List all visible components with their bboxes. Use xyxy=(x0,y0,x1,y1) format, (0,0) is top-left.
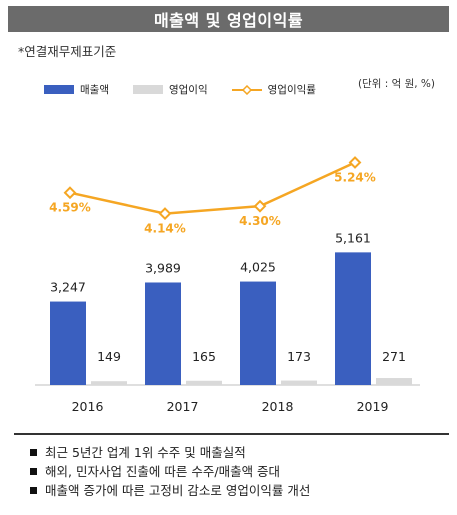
bullet-item: 해외, 민자사업 진출에 따른 수주/매출액 증대 xyxy=(30,462,449,481)
label-revenue-2016: 3,247 xyxy=(50,280,86,295)
bar-op-income-2019 xyxy=(376,378,412,385)
page-title: 매출액 및 영업이익률 xyxy=(8,6,449,32)
bar-revenue-2019 xyxy=(335,252,371,385)
bar-op-income-2016 xyxy=(91,381,127,385)
point-margin-2019 xyxy=(348,156,362,169)
chart: 3,247 149 2016 3,989 165 2017 4,025 173 2018 5,16… xyxy=(35,156,420,414)
legend-item-margin: 영업이익률 xyxy=(231,82,316,97)
legend-label-margin: 영업이익률 xyxy=(267,84,316,96)
label-op-income-2017: 165 xyxy=(192,349,216,364)
basis-note: *연결재무제표기준 xyxy=(18,44,117,59)
legend-item-op-income: 영업이익 xyxy=(132,82,208,97)
legend: 매출액 영업이익 영업이익률 xyxy=(44,82,340,97)
bullet-icon xyxy=(30,487,37,494)
legend-swatch-margin xyxy=(231,84,262,95)
bar-op-income-2017 xyxy=(186,380,222,385)
label-revenue-2017: 3,989 xyxy=(145,260,181,275)
label-margin-2019: 5.24% xyxy=(334,171,376,185)
x-tick-2019: 2019 xyxy=(357,399,389,414)
bullet-item: 최근 5년간 업계 1위 수주 및 매출실적 xyxy=(30,443,449,462)
bullet-icon xyxy=(30,449,37,456)
label-margin-2017: 4.14% xyxy=(144,222,186,236)
x-tick-2018: 2018 xyxy=(262,399,294,414)
legend-item-revenue: 매출액 xyxy=(44,82,109,97)
legend-swatch-revenue xyxy=(44,85,74,94)
point-margin-2016 xyxy=(63,186,77,200)
bar-revenue-2018 xyxy=(240,281,276,385)
point-margin-2017 xyxy=(158,207,172,221)
label-op-income-2019: 271 xyxy=(382,349,406,364)
point-margin-2018 xyxy=(253,199,267,213)
line-margin xyxy=(69,161,356,215)
label-margin-2018: 4.30% xyxy=(239,214,281,228)
legend-label-op-income: 영업이익 xyxy=(168,84,208,96)
x-tick-2017: 2017 xyxy=(167,399,199,414)
bar-revenue-2017 xyxy=(145,282,181,385)
label-op-income-2016: 149 xyxy=(97,349,121,364)
legend-label-revenue: 매출액 xyxy=(80,84,109,96)
label-revenue-2018: 4,025 xyxy=(240,260,276,275)
bar-revenue-2016 xyxy=(50,301,86,385)
bullet-item: 매출액 증가에 따른 고정비 감소로 영업이익률 개선 xyxy=(30,481,449,500)
bullet-list: 최근 5년간 업계 1위 수주 및 매출실적 해외, 민자사업 진출에 따른 수… xyxy=(14,433,449,500)
label-op-income-2018: 173 xyxy=(287,349,311,364)
x-tick-2016: 2016 xyxy=(72,399,104,414)
bar-op-income-2018 xyxy=(281,380,317,385)
bullet-icon xyxy=(30,468,37,475)
label-margin-2016: 4.59% xyxy=(49,201,91,215)
label-revenue-2019: 5,161 xyxy=(335,230,371,245)
legend-swatch-op-income xyxy=(132,85,163,94)
unit-note: (단위 : 억 원, %) xyxy=(357,78,435,90)
